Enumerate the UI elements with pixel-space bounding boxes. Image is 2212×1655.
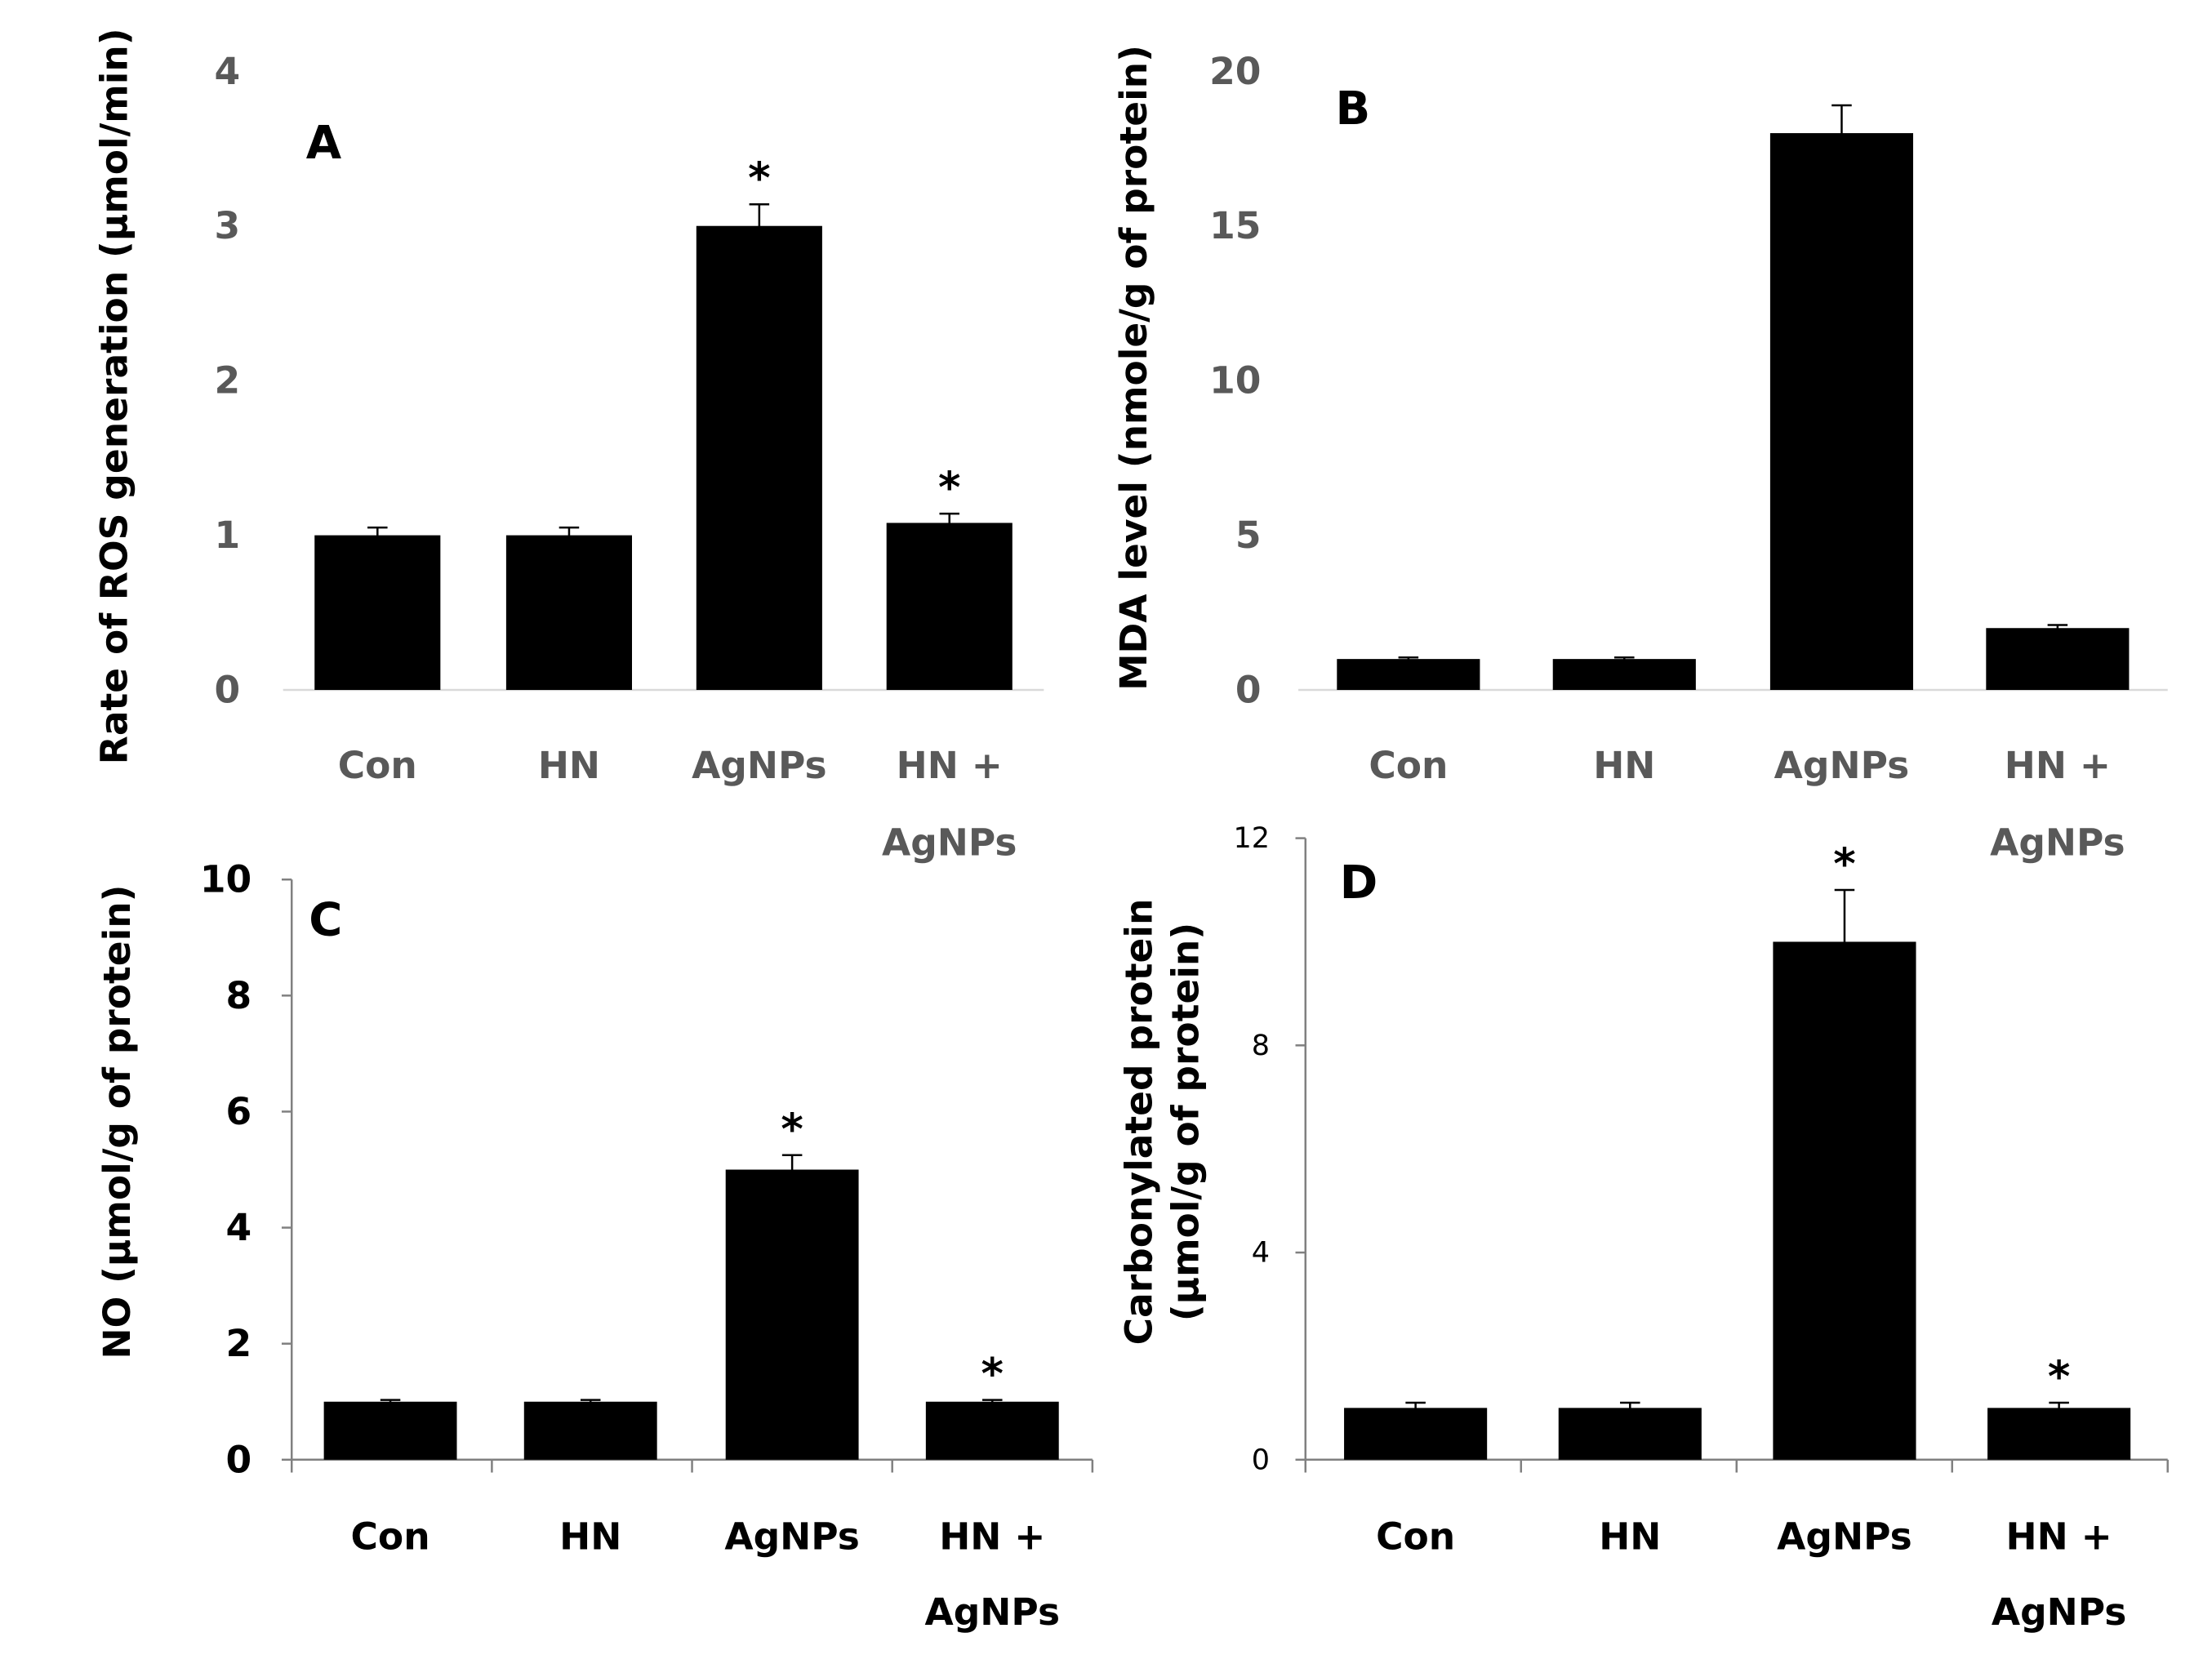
y-axis-title: MDA level (nmole/g of protein) [1112, 45, 1155, 691]
bar [925, 1401, 1059, 1460]
y-tick-label: 0 [226, 1438, 252, 1481]
y-tick-label: 20 [1209, 50, 1261, 93]
y-tick-label: 8 [226, 974, 252, 1017]
panel-letter: C [309, 893, 342, 946]
x-tick-label: AgNPs [692, 744, 827, 787]
x-tick-label: HN [1593, 744, 1655, 787]
x-tick-label: HN [538, 744, 600, 787]
x-tick-label: AgNPs [925, 1590, 1061, 1634]
bar [505, 535, 632, 691]
significance-star: * [2048, 1352, 2070, 1402]
x-tick-label: AgNPs [1990, 821, 2125, 864]
bar [886, 523, 1013, 691]
significance-star: * [748, 153, 770, 203]
y-axis-title: NO (μmol/g of protein) [96, 885, 139, 1359]
x-tick-label: Con [1369, 744, 1448, 787]
bar [1987, 1408, 2131, 1460]
significance-star: * [781, 1105, 803, 1154]
bar [1773, 941, 1916, 1460]
bar [725, 1169, 859, 1460]
x-tick-label: Con [1376, 1515, 1455, 1559]
bar [523, 1401, 657, 1460]
y-tick-label: 10 [200, 858, 251, 901]
x-tick-label: AgNPs [1774, 744, 1910, 787]
y-tick-label: 8 [1252, 1029, 1270, 1062]
x-tick-label: Con [351, 1515, 430, 1559]
bar [1344, 1408, 1488, 1460]
y-tick-label: 15 [1209, 204, 1261, 247]
y-tick-label: 4 [215, 50, 241, 93]
y-axis-title: (μmol/g of protein) [1164, 923, 1208, 1321]
x-tick-label: HN + [2005, 744, 2111, 787]
x-tick-label: HN [559, 1515, 621, 1559]
panel-d: D 0 4 8 12 Con HN * AgNPs * HN + AgNPs Carbonylated … [1118, 821, 2169, 1634]
bar [1986, 628, 2130, 691]
panel-a: A 0 1 2 3 4 Con HN * AgNPs * HN + AgNPs Rate of ROS g… [93, 28, 1044, 864]
bar [1337, 659, 1480, 691]
significance-star: * [1833, 839, 1855, 889]
x-tick-label: AgNPs [882, 821, 1017, 864]
y-tick-label: 12 [1233, 821, 1270, 855]
bar [1552, 659, 1696, 691]
bar [323, 1401, 457, 1460]
x-tick-label: AgNPs [1777, 1515, 1912, 1559]
y-tick-label: 4 [1252, 1236, 1270, 1270]
x-tick-label: Con [338, 744, 417, 787]
y-tick-label: 3 [215, 204, 241, 247]
y-tick-label: 6 [226, 1090, 252, 1133]
y-tick-label: 0 [1235, 669, 1262, 712]
bar [1769, 133, 1914, 691]
y-axis-title: Rate of ROS generation (μmol/min) [93, 28, 136, 764]
y-axis-title: Carbonylated protein [1118, 899, 1161, 1346]
significance-star: * [981, 1350, 1004, 1399]
x-tick-label: HN [1599, 1515, 1661, 1559]
y-tick-label: 1 [215, 514, 241, 557]
y-tick-label: 2 [215, 359, 241, 403]
panel-letter: D [1340, 856, 1378, 910]
significance-star: * [938, 463, 960, 513]
panel-letter: B [1336, 82, 1371, 136]
panel-letter: A [306, 117, 342, 170]
y-tick-label: 2 [226, 1322, 252, 1365]
x-tick-label: AgNPs [724, 1515, 860, 1559]
x-tick-label: HN + [939, 1515, 1045, 1559]
panel-c: C 0 2 4 6 8 10 Con HN * AgNPs * HN + AgNPs NO (μmol/g … [96, 858, 1094, 1634]
bar [1558, 1408, 1702, 1460]
y-tick-label: 10 [1209, 359, 1261, 403]
x-tick-label: HN + [897, 744, 1003, 787]
x-tick-label: HN + [2006, 1515, 2112, 1559]
y-tick-label: 0 [215, 669, 241, 712]
bar [314, 535, 441, 691]
bar [696, 225, 822, 691]
y-tick-label: 5 [1235, 514, 1262, 557]
y-tick-label: 4 [226, 1206, 252, 1249]
x-tick-label: AgNPs [1992, 1590, 2127, 1634]
y-tick-label: 0 [1252, 1443, 1270, 1476]
panel-b: B 0 5 10 15 20 Con HN AgNPs HN + AgNPs MDA level (n… [1112, 45, 2168, 864]
